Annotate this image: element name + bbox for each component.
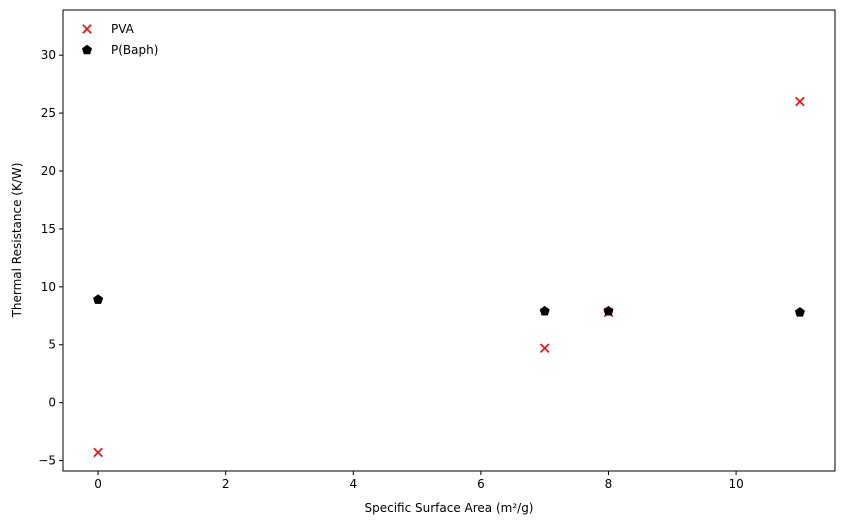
data-point-pbaph [603,305,614,316]
data-point-pva [795,96,805,107]
y-tick-label: 10 [41,280,56,294]
legend-marker-pbaph [81,44,93,55]
legend-label-pbaph: P(Baph) [111,43,158,57]
y-tick-label: 0 [48,396,56,410]
y-tick-label: 20 [41,164,56,178]
y-tick-label: 25 [41,106,56,120]
legend-marker-pva [82,24,92,34]
x-tick-label: 6 [477,477,485,491]
plot-frame [62,9,836,472]
data-point-pva [93,447,103,458]
legend-marker-pbaph-glyph [81,44,93,55]
data-point-pbaph [794,307,805,317]
x-tick-label: 8 [605,477,613,491]
y-axis-label: Thermal Resistance (K/W) [10,163,24,319]
x-tick-label: 0 [94,477,102,491]
y-tick-label: 15 [41,222,56,236]
legend-label-pva: PVA [111,22,135,36]
y-tick-label: −5 [38,454,56,468]
y-tick-label: 30 [41,48,56,62]
data-points [93,96,805,458]
x-axis-label: Specific Surface Area (m²/g) [364,501,533,515]
x-tick-label: 2 [222,477,230,491]
data-point-pbaph [539,305,550,316]
plot-area [63,10,835,471]
x-tick-label: 4 [349,477,357,491]
legend: PVA P(Baph) [81,22,158,57]
axis-ticks: 0 2 4 6 8 10 −5 0 5 10 15 20 25 30 [38,48,743,491]
y-tick-label: 5 [48,338,56,352]
data-point-pva [539,343,550,354]
x-tick-label: 10 [728,477,743,491]
legend-marker-pva-glyph [82,24,92,34]
data-point-pbaph [93,294,104,304]
